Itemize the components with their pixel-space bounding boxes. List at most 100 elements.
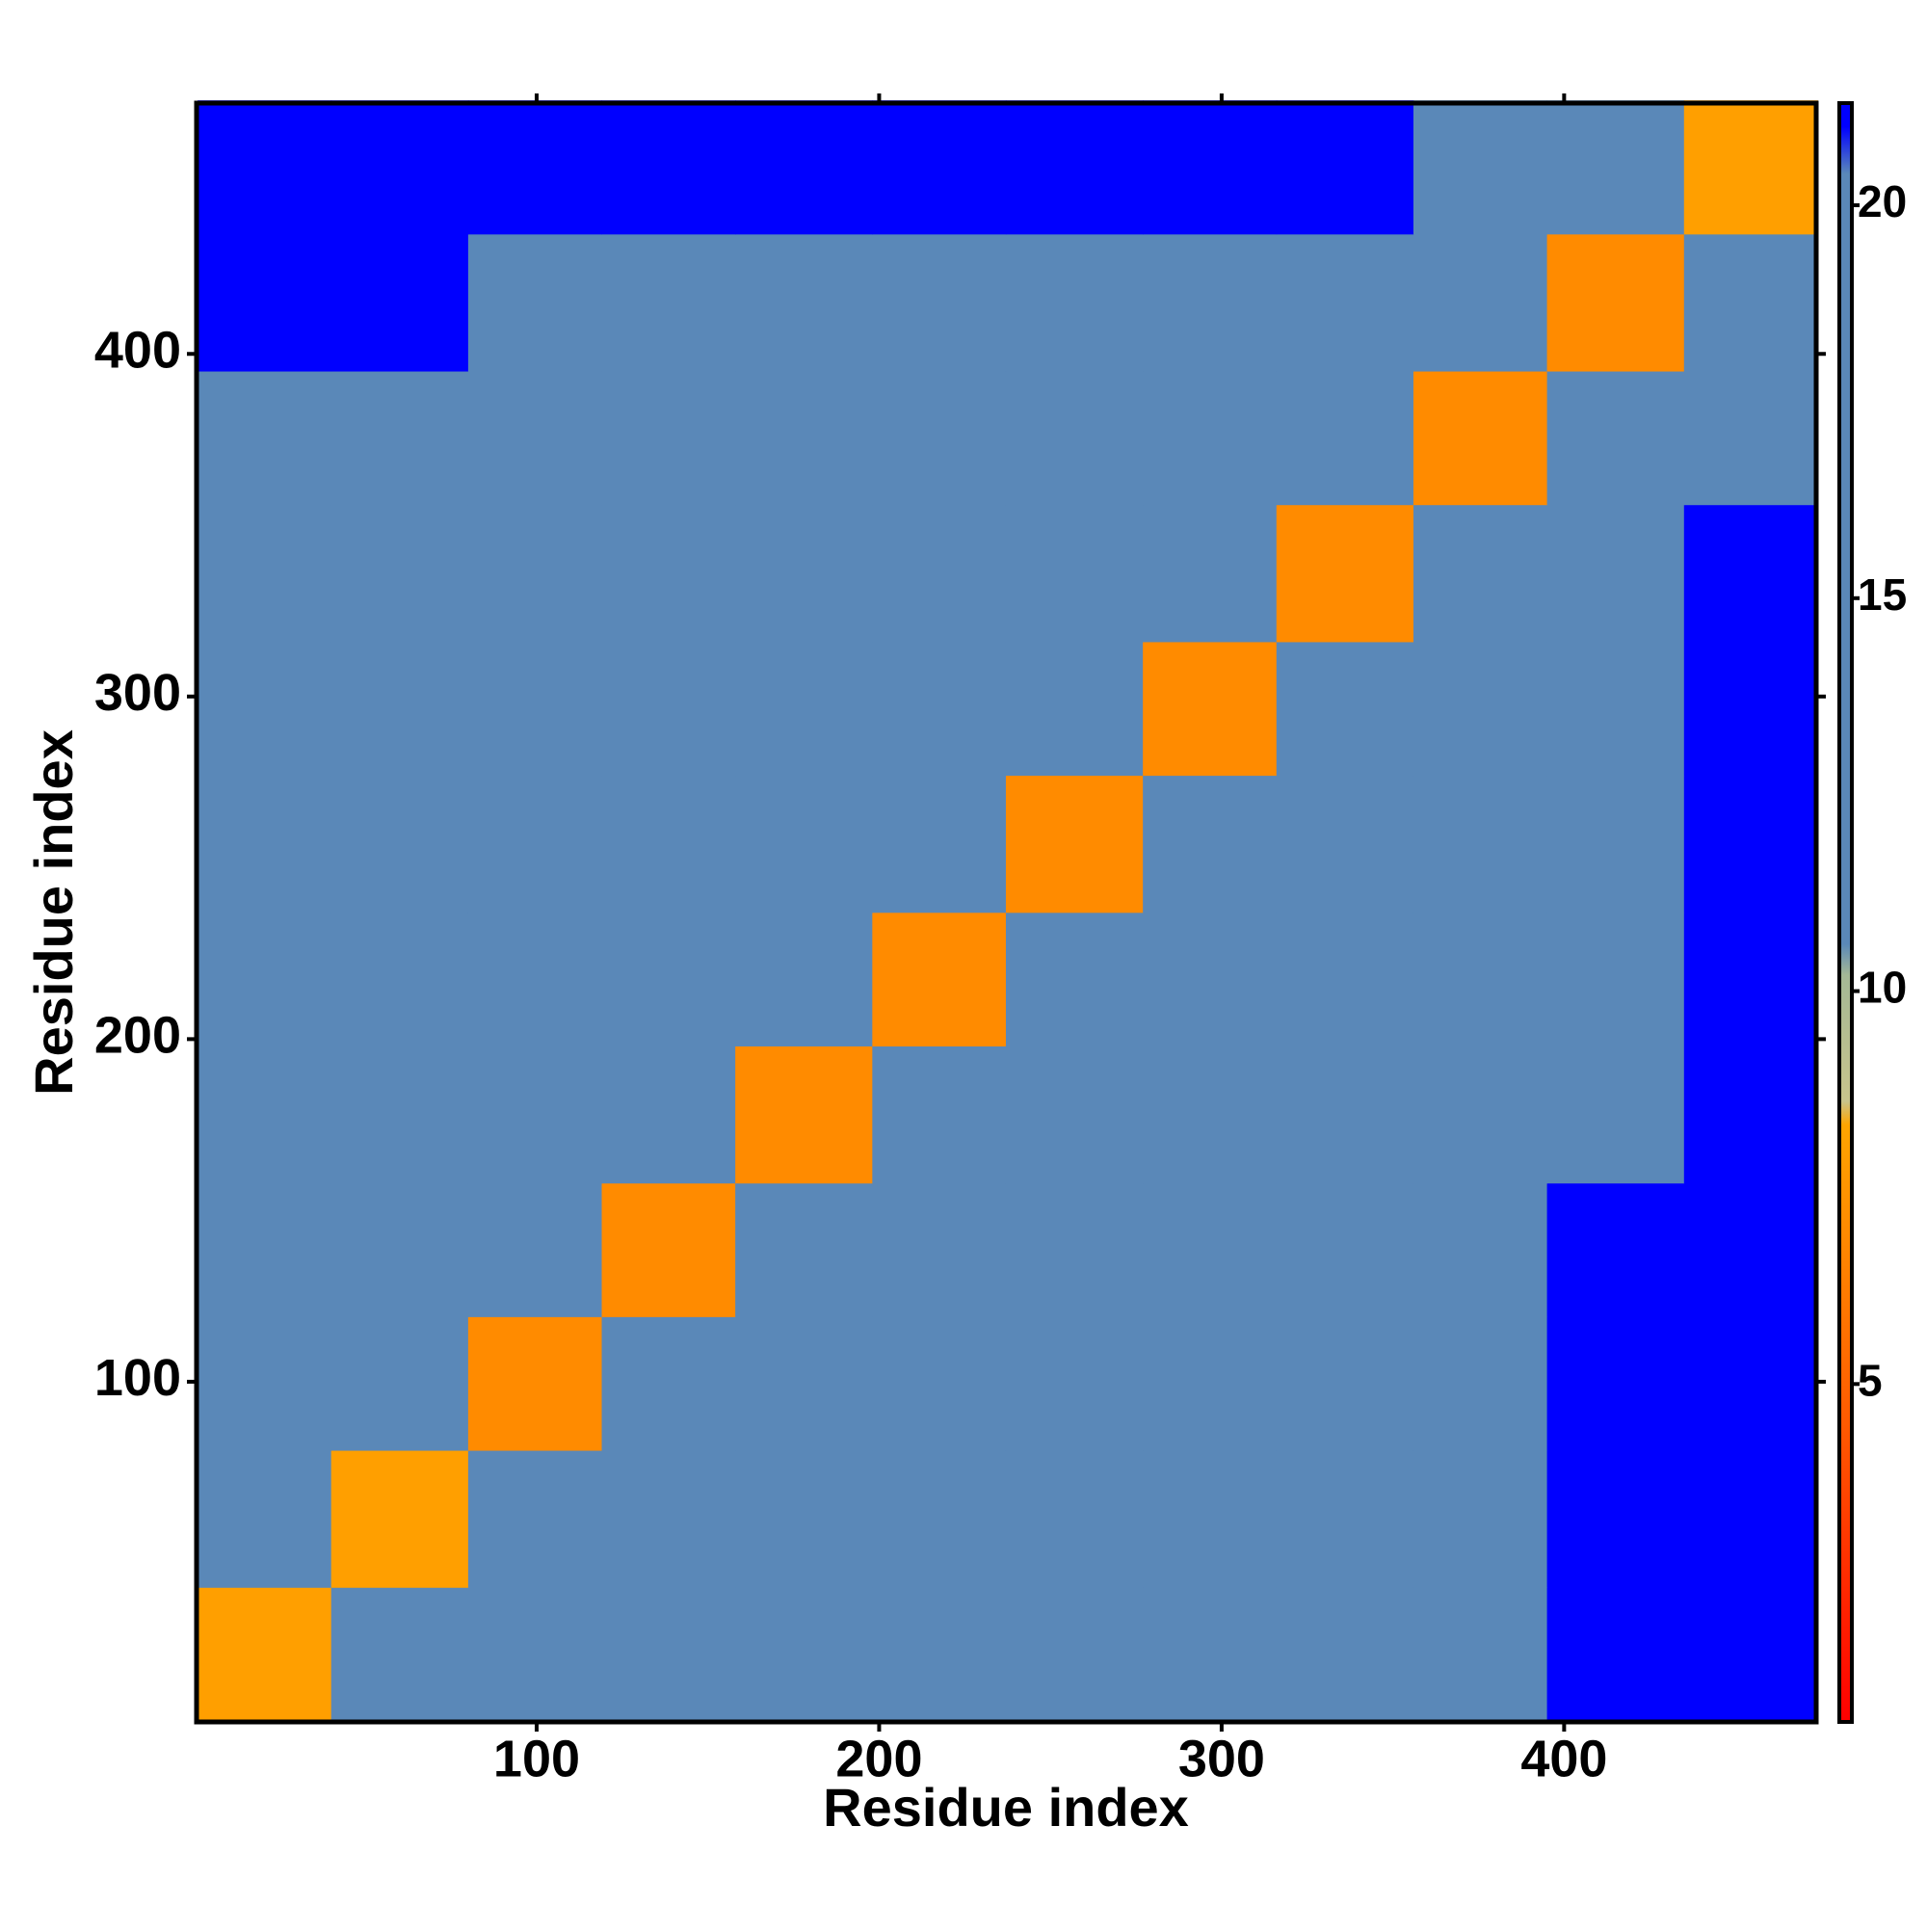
heatmap-cell [735, 912, 873, 1046]
heatmap-cell [467, 1045, 603, 1184]
heatmap-cell [1005, 1587, 1144, 1722]
heatmap-cell [1546, 1587, 1685, 1722]
heatmap-cell [601, 1182, 736, 1317]
heatmap-cell [1143, 371, 1278, 506]
heatmap-cell [1412, 641, 1548, 777]
heatmap-cell [1683, 371, 1818, 506]
heatmap-cell [1683, 1587, 1818, 1722]
heatmap-cell [872, 1587, 1007, 1722]
x-tick-label: 300 [1178, 1730, 1265, 1787]
heatmap-cell [1005, 641, 1144, 777]
heatmap-cell [1683, 1316, 1818, 1451]
heatmap-cell [1412, 371, 1548, 506]
heatmap-cell [735, 641, 873, 777]
axes: 100 200 300 400 100 200 300 400 5 10 15 20 [94, 93, 1907, 1787]
y-tick-label: 200 [94, 1007, 181, 1065]
heatmap-cell [1683, 912, 1818, 1046]
heatmap-cell [1143, 912, 1278, 1046]
heatmap-cell [1005, 100, 1144, 235]
colorbar-tick-label: 10 [1858, 963, 1907, 1013]
heatmap [198, 100, 1818, 1722]
x-tick-label: 100 [493, 1730, 580, 1787]
heatmap-cell [1276, 504, 1414, 643]
heatmap-cell [1412, 1450, 1548, 1588]
heatmap-cell [872, 912, 1007, 1046]
heatmap-cell [330, 1045, 469, 1184]
heatmap-cell [1683, 100, 1818, 235]
heatmap-cell [198, 1450, 332, 1588]
heatmap-cell [1412, 1182, 1548, 1317]
heatmap-cell [1276, 1182, 1414, 1317]
heatmap-cell [1412, 233, 1548, 372]
heatmap-cell [872, 641, 1007, 777]
heatmap-cell [1546, 100, 1685, 235]
heatmap-cell [1143, 641, 1278, 777]
y-axis-title: Residue index [23, 729, 84, 1096]
heatmap-cell [1276, 1045, 1414, 1184]
heatmap-cell [198, 1316, 332, 1451]
heatmap-cell [1143, 1316, 1278, 1451]
heatmap-cell [735, 775, 873, 913]
heatmap-cell [872, 775, 1007, 913]
heatmap-cell [1005, 1316, 1144, 1451]
heatmap-cell [198, 371, 332, 506]
heatmap-cell [601, 912, 736, 1046]
heatmap-cell [467, 1587, 603, 1722]
heatmap-cell [1546, 1316, 1685, 1451]
heatmap-cell [467, 504, 603, 643]
heatmap-cell [467, 1316, 603, 1451]
heatmap-cell [198, 233, 332, 372]
x-axis-title: Residue index [823, 1777, 1189, 1838]
heatmap-cell [198, 641, 332, 777]
heatmap-cell [1143, 1450, 1278, 1588]
heatmap-cell [1143, 1587, 1278, 1722]
heatmap-cell [198, 504, 332, 643]
heatmap-cell [1546, 1450, 1685, 1588]
heatmap-cell [1143, 1182, 1278, 1317]
plot-frame [194, 100, 1819, 1725]
heatmap-cell [1005, 1045, 1144, 1184]
heatmap-cell [601, 1587, 736, 1722]
heatmap-cell [735, 1587, 873, 1722]
heatmap-cell [1143, 1045, 1278, 1184]
y-tick-label: 100 [94, 1349, 181, 1407]
heatmap-cell [601, 1316, 736, 1451]
heatmap-cell [1276, 233, 1414, 372]
colorbar-tick-label: 20 [1858, 176, 1907, 226]
heatmap-cell [330, 1587, 469, 1722]
heatmap-cell [1276, 1316, 1414, 1451]
heatmap-cell [735, 100, 873, 235]
colorbar-tick-label: 5 [1858, 1355, 1883, 1405]
heatmap-cell [872, 100, 1007, 235]
heatmap-cell [872, 1316, 1007, 1451]
heatmap-cell [735, 504, 873, 643]
heatmap-cell [1005, 912, 1144, 1046]
heatmap-cell [1683, 1450, 1818, 1588]
heatmap-cell [601, 775, 736, 913]
y-tick-label: 300 [94, 664, 181, 722]
heatmap-cell [1412, 1316, 1548, 1451]
heatmap-cell [1005, 504, 1144, 643]
heatmap-cell [1412, 912, 1548, 1046]
x-tick-label: 400 [1520, 1730, 1607, 1787]
heatmap-cell [1546, 912, 1685, 1046]
heatmap-cell [198, 100, 332, 235]
x-tick-label: 200 [835, 1730, 922, 1787]
heatmap-cell [1143, 100, 1278, 235]
heatmap-cell [1143, 504, 1278, 643]
heatmap-cell [467, 233, 603, 372]
heatmap-cell [198, 1182, 332, 1317]
heatmap-cell [601, 371, 736, 506]
heatmap-cell [1683, 233, 1818, 372]
heatmap-cell [735, 1182, 873, 1317]
heatmap-cell [1143, 775, 1278, 913]
heatmap-cell [735, 233, 873, 372]
heatmap-cell [330, 1450, 469, 1588]
heatmap-cell [872, 1045, 1007, 1184]
heatmap-cell [1412, 504, 1548, 643]
heatmap-cell [467, 371, 603, 506]
heatmap-cell [330, 100, 469, 235]
heatmap-cell [1276, 775, 1414, 913]
heatmap-cell [1683, 775, 1818, 913]
